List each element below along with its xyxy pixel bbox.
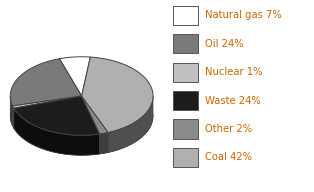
Polygon shape — [59, 57, 90, 96]
Polygon shape — [82, 96, 108, 134]
Polygon shape — [100, 132, 108, 154]
Text: Oil 24%: Oil 24% — [205, 39, 243, 49]
Text: Nuclear 1%: Nuclear 1% — [205, 67, 262, 77]
Polygon shape — [10, 59, 82, 106]
Text: Waste 24%: Waste 24% — [205, 96, 261, 106]
Polygon shape — [14, 96, 100, 135]
Polygon shape — [13, 106, 14, 128]
Polygon shape — [108, 96, 153, 152]
Ellipse shape — [10, 77, 153, 155]
Polygon shape — [13, 96, 82, 108]
Text: Coal 42%: Coal 42% — [205, 152, 252, 162]
Text: Other 2%: Other 2% — [205, 124, 252, 134]
Polygon shape — [82, 57, 153, 132]
Polygon shape — [10, 96, 13, 126]
Text: Natural gas 7%: Natural gas 7% — [205, 10, 281, 20]
Polygon shape — [14, 108, 100, 155]
